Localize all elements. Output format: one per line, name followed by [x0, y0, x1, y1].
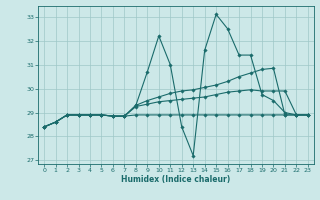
X-axis label: Humidex (Indice chaleur): Humidex (Indice chaleur) — [121, 175, 231, 184]
